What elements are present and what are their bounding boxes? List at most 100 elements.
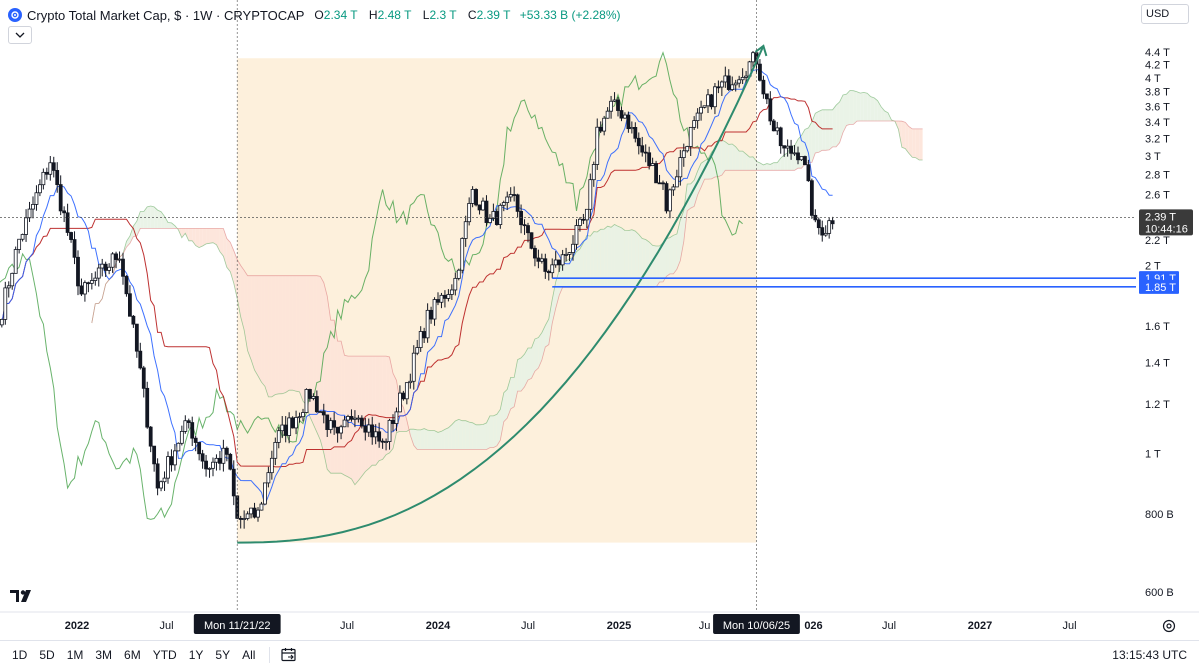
candle-body bbox=[426, 310, 429, 337]
cloud-segment bbox=[293, 276, 296, 391]
calendar-goto-icon[interactable] bbox=[280, 646, 298, 664]
candle-body bbox=[783, 146, 786, 148]
range-1m-button[interactable]: 1M bbox=[67, 648, 84, 662]
candle-body bbox=[831, 221, 834, 224]
candle-body bbox=[263, 483, 266, 504]
candle-body bbox=[589, 180, 592, 210]
candle-body bbox=[475, 189, 478, 204]
cloud-segment bbox=[521, 354, 524, 391]
candle-body bbox=[21, 234, 24, 239]
candle-body bbox=[800, 156, 803, 159]
candle-body bbox=[191, 423, 194, 439]
range-5y-button[interactable]: 5Y bbox=[215, 648, 230, 662]
range-5d-button[interactable]: 5D bbox=[39, 648, 54, 662]
x-tick-label: Jul bbox=[521, 620, 535, 632]
candle-body bbox=[277, 431, 280, 443]
candle-body bbox=[727, 76, 730, 90]
cloud-segment bbox=[255, 276, 258, 376]
y-tick-label: 2.6 T bbox=[1145, 190, 1170, 202]
candle-body bbox=[405, 383, 408, 399]
candle-body bbox=[682, 151, 685, 158]
candle-body bbox=[73, 240, 76, 258]
cloud-segment bbox=[860, 92, 863, 121]
x-tick-label: 2022 bbox=[65, 620, 89, 632]
candle-body bbox=[547, 271, 550, 272]
date-marker-label: Mon 11/21/22 bbox=[204, 620, 270, 632]
candle-body bbox=[807, 165, 810, 181]
candle-body bbox=[662, 183, 665, 184]
candle-body bbox=[471, 189, 474, 203]
cloud-segment bbox=[535, 338, 538, 372]
y-tick-label: 3.4 T bbox=[1145, 117, 1170, 129]
candle-body bbox=[187, 421, 190, 423]
candle-body bbox=[606, 111, 609, 118]
cloud-segment bbox=[822, 110, 825, 150]
cloud-segment bbox=[902, 121, 905, 148]
candle-body bbox=[585, 209, 588, 220]
cloud-segment bbox=[282, 276, 285, 394]
candle-body bbox=[565, 254, 568, 255]
candle-body bbox=[648, 153, 651, 166]
candle-body bbox=[540, 259, 543, 262]
range-1d-button[interactable]: 1D bbox=[12, 648, 27, 662]
y-tick-label: 1.2 T bbox=[1145, 399, 1170, 411]
candle-body bbox=[790, 146, 793, 153]
y-tick-label: 3 T bbox=[1145, 151, 1161, 163]
range-6m-button[interactable]: 6M bbox=[124, 648, 141, 662]
cloud-segment bbox=[300, 276, 303, 401]
candle-body bbox=[762, 80, 765, 94]
candle-body bbox=[412, 353, 415, 381]
candle-body bbox=[797, 153, 800, 160]
range-1y-button[interactable]: 1Y bbox=[189, 648, 204, 662]
candle-body bbox=[18, 239, 21, 249]
cloud-segment bbox=[480, 425, 483, 450]
candle-body bbox=[637, 138, 640, 145]
candle-body bbox=[378, 432, 381, 441]
candle-body bbox=[793, 153, 796, 154]
candle-body bbox=[523, 225, 526, 226]
range-3m-button[interactable]: 3M bbox=[95, 648, 112, 662]
candle-body bbox=[115, 254, 118, 260]
candle-body bbox=[146, 388, 149, 427]
cloud-segment bbox=[351, 356, 354, 485]
candle-body bbox=[457, 270, 460, 278]
candle-body bbox=[135, 324, 138, 351]
range-all-button[interactable]: All bbox=[242, 648, 255, 662]
cloud-segment bbox=[441, 429, 444, 449]
candle-body bbox=[97, 268, 100, 278]
candle-body bbox=[205, 461, 208, 469]
candle-body bbox=[215, 458, 218, 462]
candle-body bbox=[333, 421, 336, 428]
settings-gear-icon[interactable] bbox=[1161, 618, 1177, 634]
cloud-segment bbox=[158, 210, 161, 228]
candle-body bbox=[769, 99, 772, 121]
candle-body bbox=[440, 295, 443, 302]
cloud-segment bbox=[919, 129, 922, 160]
cloud-segment bbox=[490, 416, 493, 448]
candle-body bbox=[194, 438, 197, 442]
cloud-segment bbox=[438, 431, 441, 449]
candle-body bbox=[724, 76, 727, 82]
cloud-segment bbox=[504, 389, 507, 421]
candle-body bbox=[250, 508, 253, 514]
y-tick-label: 800 B bbox=[1145, 509, 1174, 521]
candle-body bbox=[423, 331, 426, 337]
candle-body bbox=[513, 195, 516, 196]
cloud-segment bbox=[452, 421, 455, 449]
candle-body bbox=[578, 219, 581, 225]
candle-body bbox=[284, 425, 287, 435]
cloud-segment bbox=[258, 276, 261, 383]
range-ytd-button[interactable]: YTD bbox=[153, 648, 177, 662]
candle-body bbox=[312, 396, 315, 398]
cloud-segment bbox=[729, 144, 732, 170]
candle-body bbox=[35, 193, 38, 205]
cloud-segment bbox=[286, 276, 289, 393]
candle-body bbox=[485, 201, 488, 222]
cloud-segment bbox=[857, 92, 860, 121]
candle-body bbox=[772, 121, 775, 131]
candle-body bbox=[31, 204, 34, 209]
candle-body bbox=[630, 127, 633, 128]
candle-body bbox=[329, 421, 332, 430]
candle-body bbox=[295, 417, 298, 427]
